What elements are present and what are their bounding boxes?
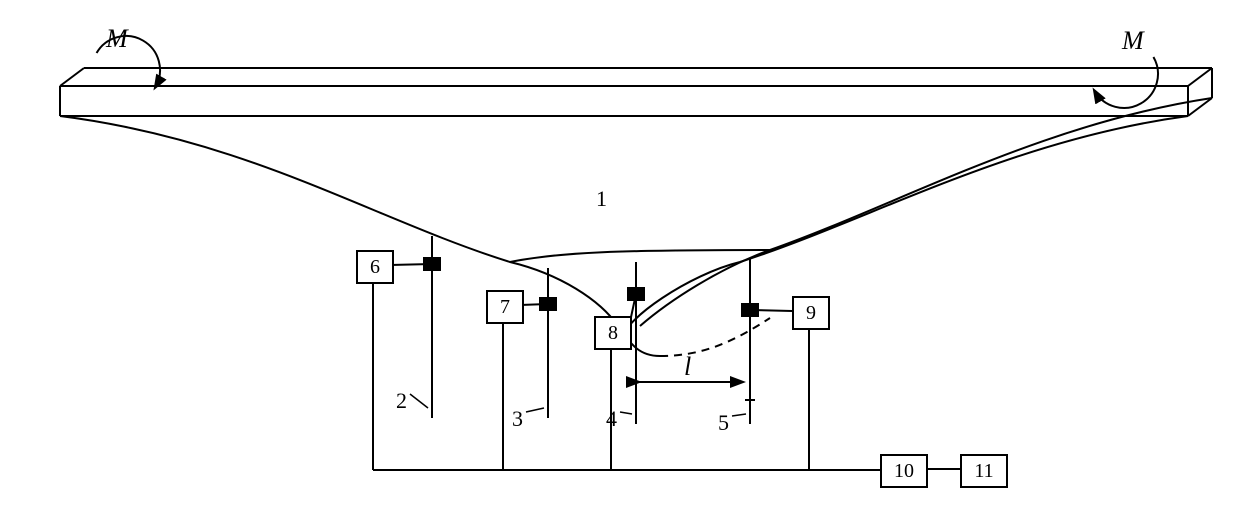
part-label-5: 5 [718,410,729,436]
moment-label-left: M [106,24,128,54]
measure-label-l: l [684,352,691,382]
part-label-2: 2 [396,388,407,414]
label-box-9: 9 [792,296,830,330]
figure-root: { "canvas": { "width": 1240, "height": 5… [0,0,1240,520]
part-label-4: 4 [606,406,617,432]
label-box-7: 7 [486,290,524,324]
part-label-1: 1 [596,186,607,212]
part-label-3: 3 [512,406,523,432]
moment-label-right: M [1122,26,1144,56]
label-box-11: 11 [960,454,1008,488]
label-box-8: 8 [594,316,632,350]
diagram-svg [0,0,1240,520]
label-box-10: 10 [880,454,928,488]
label-box-6: 6 [356,250,394,284]
